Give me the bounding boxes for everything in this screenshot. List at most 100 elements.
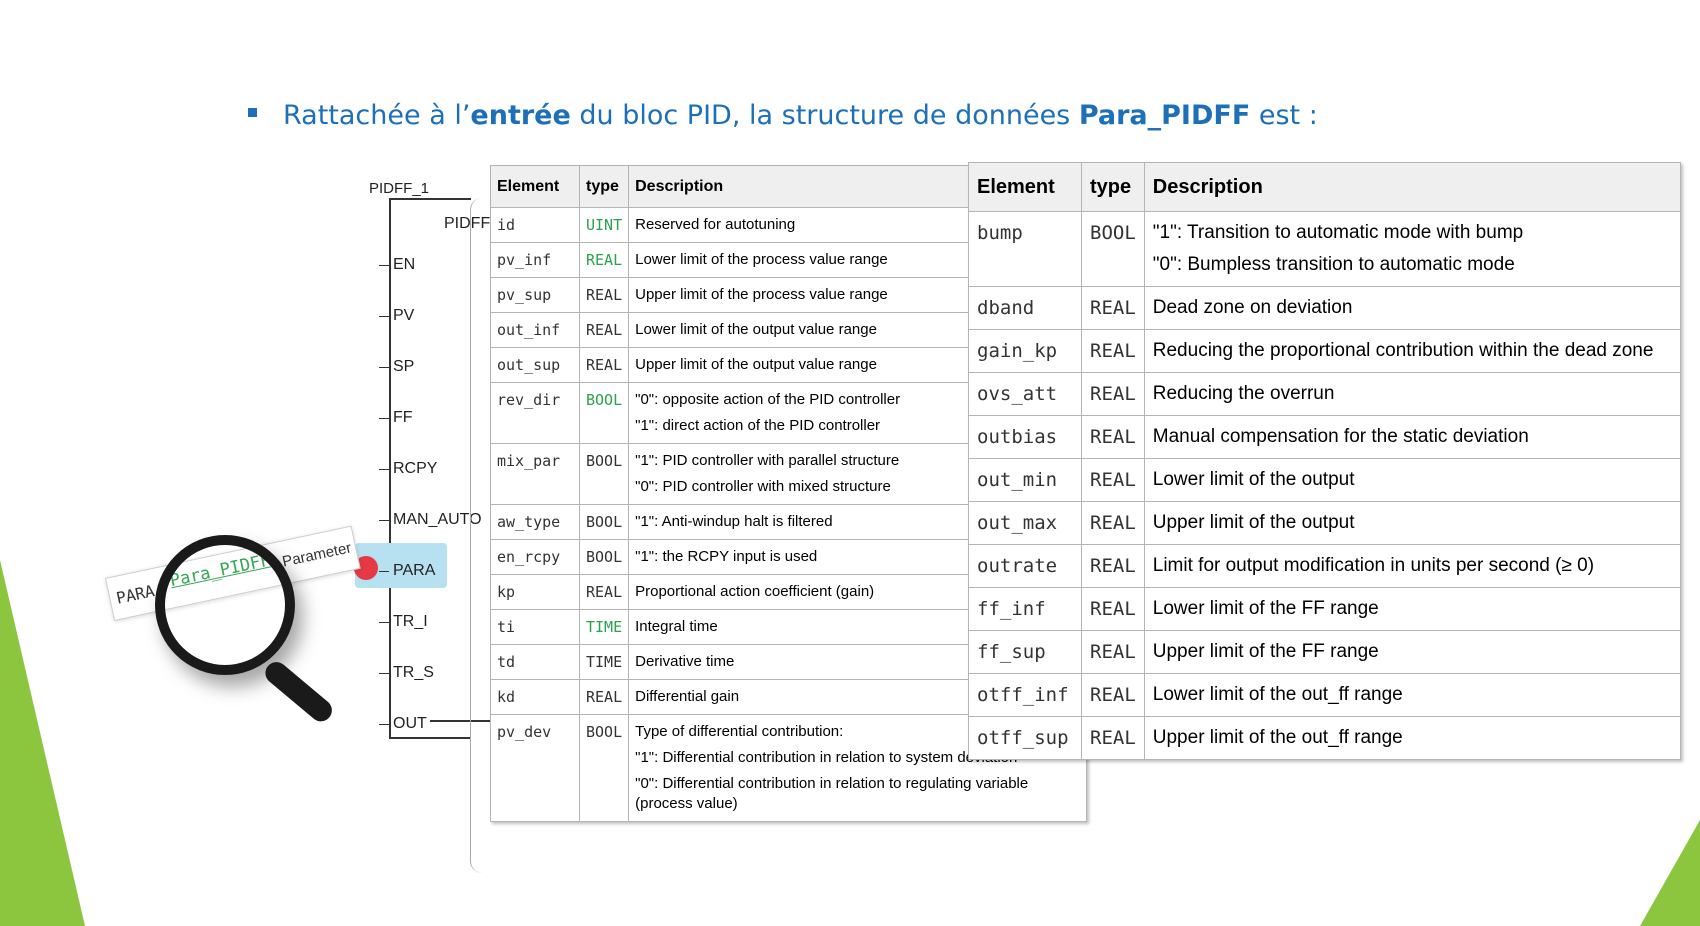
cell-type: REAL	[578, 242, 630, 278]
table-brace	[470, 198, 491, 873]
cell-element: bump	[968, 211, 1082, 287]
table-row: ff_sup REAL Upper limit of the FF range	[968, 630, 1682, 674]
description-line: Dead zone on deviation	[1152, 297, 1353, 318]
table-row: out_min REAL Lower limit of the output	[968, 458, 1682, 502]
cell-type: BOOL	[578, 714, 630, 822]
cell-element: pv_dev	[490, 714, 580, 822]
cell-type: REAL	[1081, 286, 1145, 330]
cell-type: BOOL	[578, 504, 630, 540]
table-row: outbias REAL Manual compensation for the s…	[968, 415, 1682, 459]
cell-element: rev_dir	[490, 382, 580, 444]
cell-element: out_max	[968, 501, 1082, 545]
pin-tick	[379, 265, 389, 266]
cell-type: REAL	[1081, 372, 1145, 416]
cell-description: "1": Transition to automatic mode with b…	[1143, 211, 1682, 287]
heading-prefix: Rattachée à l’	[283, 100, 471, 131]
block-type-name: PIDFF	[444, 215, 491, 232]
pin-tick	[379, 367, 389, 368]
cell-type: TIME	[578, 644, 630, 680]
cell-type: REAL	[1081, 716, 1145, 760]
cell-type: REAL	[578, 679, 630, 715]
pin-tick	[379, 469, 389, 470]
out-connection-line	[430, 720, 490, 722]
description-line: Manual compensation for the static devia…	[1152, 426, 1529, 447]
pin-label: FF	[393, 409, 413, 426]
description-line: Reserved for autotuning	[635, 216, 796, 233]
cell-type: REAL	[1081, 415, 1145, 459]
cell-type: REAL	[578, 347, 630, 383]
cell-element: ff_inf	[968, 587, 1082, 631]
cell-type: BOOL	[578, 382, 630, 444]
pin-tick	[379, 673, 389, 674]
cell-description: Upper limit of the FF range	[1143, 630, 1682, 674]
description-line: Derivative time	[635, 653, 735, 670]
strip-label-para: PARA	[114, 581, 157, 608]
cell-type: UINT	[578, 207, 630, 243]
table-row: outrate REAL Limit for output modification…	[968, 544, 1682, 588]
description-line: Reducing the proportional contribution w…	[1152, 340, 1654, 361]
cell-description: Manual compensation for the static devia…	[1143, 415, 1682, 459]
description-line: Upper limit of the process value range	[635, 286, 888, 303]
cell-type: BOOL	[578, 443, 630, 505]
cell-description: Lower limit of the output	[1143, 458, 1682, 502]
table-row: out_max REAL Upper limit of the output	[968, 501, 1682, 545]
cell-element: out_inf	[490, 312, 580, 348]
cell-element: pv_sup	[490, 277, 580, 313]
cell-element: kp	[490, 574, 580, 610]
cell-element: outbias	[968, 415, 1082, 459]
description-line: "1": direct action of the PID controller	[635, 417, 881, 434]
cell-element: aw_type	[490, 504, 580, 540]
description-line: "1": Differential contribution in relati…	[635, 749, 1018, 766]
cell-description: Type of differential contribution: "1": D…	[628, 714, 1087, 822]
table-row: ovs_att REAL Reducing the overrun	[968, 372, 1682, 416]
cell-element: kd	[490, 679, 580, 715]
col-type: type	[1081, 162, 1145, 212]
pin-tick	[379, 622, 389, 623]
description-line: "1": Transition to automatic mode with b…	[1152, 222, 1524, 243]
cell-description: Upper limit of the output	[1143, 501, 1682, 545]
description-line: Upper limit of the output	[1152, 512, 1355, 533]
cell-element: ovs_att	[968, 372, 1082, 416]
cell-element: ti	[490, 609, 580, 645]
cell-description: Lower limit of the FF range	[1143, 587, 1682, 631]
pin-tick	[379, 418, 389, 419]
cell-description: Upper limit of the out_ff range	[1143, 716, 1682, 760]
bullet-icon	[248, 108, 257, 117]
table-row: bump BOOL "1": Transition to automatic mod…	[968, 211, 1682, 287]
cell-description: Reducing the overrun	[1143, 372, 1682, 416]
cell-type: REAL	[1081, 458, 1145, 502]
cell-element: en_rcpy	[490, 539, 580, 575]
heading-bullet: Rattachée à l’entrée du bloc PID, la str…	[248, 100, 1318, 131]
description-line: "0": PID controller with mixed structure	[635, 478, 891, 495]
pin-label: MAN_AUTO	[393, 511, 482, 528]
description-line: Differential gain	[635, 688, 740, 705]
cell-type: REAL	[1081, 544, 1145, 588]
description-line: Lower limit of the process value range	[635, 251, 888, 268]
cell-type: REAL	[1081, 329, 1145, 373]
cell-type: REAL	[1081, 630, 1145, 674]
table-row: otff_sup REAL Upper limit of the out_ff ra…	[968, 716, 1682, 760]
parameter-table-right: Element type Description bump BOOL "1": Tr…	[968, 162, 1682, 760]
pin-tick	[379, 571, 389, 572]
description-line: Upper limit of the output value range	[635, 356, 877, 373]
description-line: Lower limit of the output	[1152, 469, 1355, 490]
description-line: Lower limit of the output value range	[635, 321, 877, 338]
cell-element: dband	[968, 286, 1082, 330]
cell-element: id	[490, 207, 580, 243]
green-triangle-right	[1640, 820, 1700, 926]
description-line: Type of differential contribution:	[635, 723, 844, 740]
table-row: ff_inf REAL Lower limit of the FF range	[968, 587, 1682, 631]
magnifier-lens-icon	[155, 535, 295, 675]
pin-label: SP	[393, 358, 415, 375]
table-row: gain_kp REAL Reducing the proportional con…	[968, 329, 1682, 373]
cell-type: REAL	[1081, 587, 1145, 631]
cell-description: Limit for output modification in units p…	[1143, 544, 1682, 588]
cell-type: BOOL	[578, 539, 630, 575]
description-line: "1": Anti-windup halt is filtered	[635, 513, 833, 530]
description-line: "0": opposite action of the PID controll…	[635, 391, 901, 408]
cell-element: mix_par	[490, 443, 580, 505]
pin-tick	[379, 724, 389, 725]
description-line: Reducing the overrun	[1152, 383, 1335, 404]
